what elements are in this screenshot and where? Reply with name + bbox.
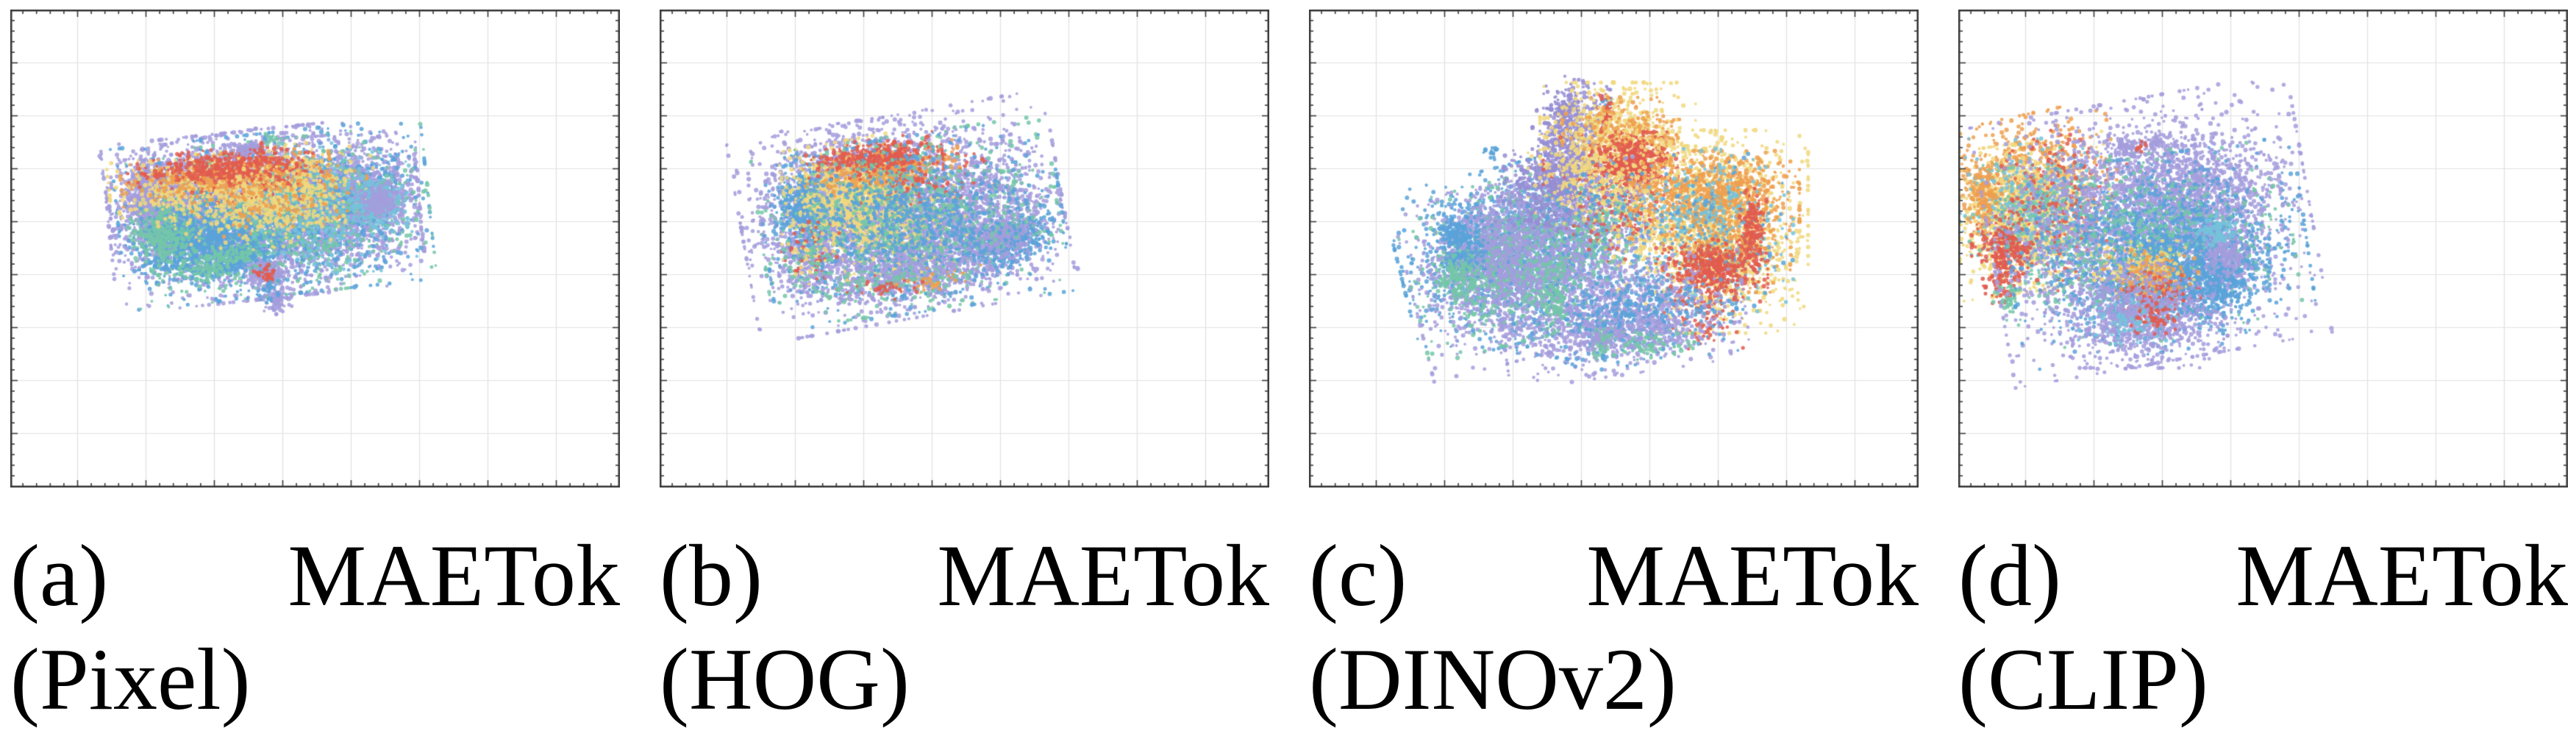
caption-c-model: MAETok — [1586, 526, 1919, 624]
caption-b-model: MAETok — [937, 526, 1269, 624]
scatter-canvas-a — [10, 10, 620, 488]
caption-a-index: (a) — [10, 526, 109, 624]
panel-a-plot — [10, 10, 620, 488]
panel-b-plot — [660, 10, 1269, 488]
caption-c-index: (c) — [1309, 526, 1407, 624]
caption-a-model: MAETok — [288, 526, 620, 624]
caption-d-index: (d) — [1958, 526, 2061, 624]
panel-d-plot — [1958, 10, 2568, 488]
caption-d: (d) MAETok (CLIP) — [1958, 524, 2568, 731]
scatter-canvas-c — [1309, 10, 1919, 488]
caption-d-model: MAETok — [2236, 526, 2568, 624]
scatter-canvas-b — [660, 10, 1269, 488]
caption-b-index: (b) — [660, 526, 763, 624]
caption-c: (c) MAETok (DINOv2) — [1309, 524, 1919, 731]
caption-a-feature: (Pixel) — [10, 630, 251, 728]
caption-c-feature: (DINOv2) — [1309, 630, 1677, 728]
caption-d-feature: (CLIP) — [1958, 630, 2208, 728]
panel-c-plot — [1309, 10, 1919, 488]
caption-a: (a) MAETok (Pixel) — [10, 524, 620, 731]
caption-b: (b) MAETok (HOG) — [660, 524, 1269, 731]
scatter-canvas-d — [1958, 10, 2568, 488]
caption-b-feature: (HOG) — [660, 630, 910, 728]
